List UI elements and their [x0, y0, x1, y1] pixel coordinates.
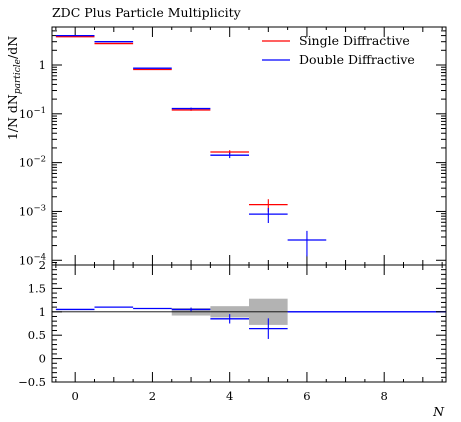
x-tick-label: 0: [72, 389, 79, 403]
main-y-tick-label-exponent: −3: [33, 203, 46, 213]
legend-label-2: Double Diffractive: [299, 52, 415, 67]
ratio-y-tick-label: 1: [39, 305, 46, 319]
legend: Single Diffractive Double Diffractive: [262, 33, 415, 67]
main-y-tick-label-base: 10: [19, 253, 34, 267]
main-y-tick-label: 10−3: [19, 203, 46, 218]
y-axis-label-sub: particle: [13, 59, 23, 94]
y-axis-label: 1/N dNparticle/dN: [5, 36, 23, 140]
ratio-y-tick-label: −0.5: [18, 375, 46, 389]
y-axis-label-part-b: /dN: [5, 36, 20, 59]
ratio-y-tick-label: 0: [39, 352, 46, 366]
main-y-tick-label: 1: [39, 58, 46, 72]
main-y-tick-label: 10−4: [19, 252, 46, 267]
main-y-tick-label-base: 10: [19, 204, 34, 218]
series-single-diffractive: [55, 36, 288, 212]
ratio-y-tick-label: 1.5: [28, 281, 46, 295]
x-axis-label: N: [432, 404, 445, 419]
main-panel: 110−110−210−310−4: [19, 26, 447, 267]
main-y-tick-label-exponent: −2: [33, 155, 46, 165]
x-tick-label: 6: [303, 389, 310, 403]
main-y-tick-label-base: 1: [39, 58, 46, 72]
ratio-y-tick-label: 0.5: [28, 328, 46, 342]
y-axis-label-part-a: 1/N dN: [5, 94, 20, 140]
main-y-tick-label-exponent: −4: [33, 252, 46, 262]
main-y-tick-label: 10−2: [19, 155, 46, 170]
x-tick-label: 2: [149, 389, 156, 403]
legend-label-1: Single Diffractive: [299, 33, 410, 48]
x-tick-label: 8: [381, 389, 388, 403]
ratio-y-tick-label: 2: [39, 258, 46, 272]
main-y-tick-label-exponent: −1: [33, 106, 46, 116]
svg-text:1/N dNparticle/dN: 1/N dNparticle/dN: [5, 36, 23, 140]
ratio-panel: −0.5 0 0.5 1 1.5 2 0 2 4 6 8: [18, 258, 447, 403]
series-double-diffractive: [55, 34, 327, 257]
main-y-tick-label: 10−1: [19, 106, 46, 121]
main-y-tick-label-base: 10: [19, 156, 34, 170]
main-y-tick-label-base: 10: [19, 107, 34, 121]
chart-title: ZDC Plus Particle Multiplicity: [52, 5, 242, 20]
x-tick-label: 4: [226, 389, 233, 403]
